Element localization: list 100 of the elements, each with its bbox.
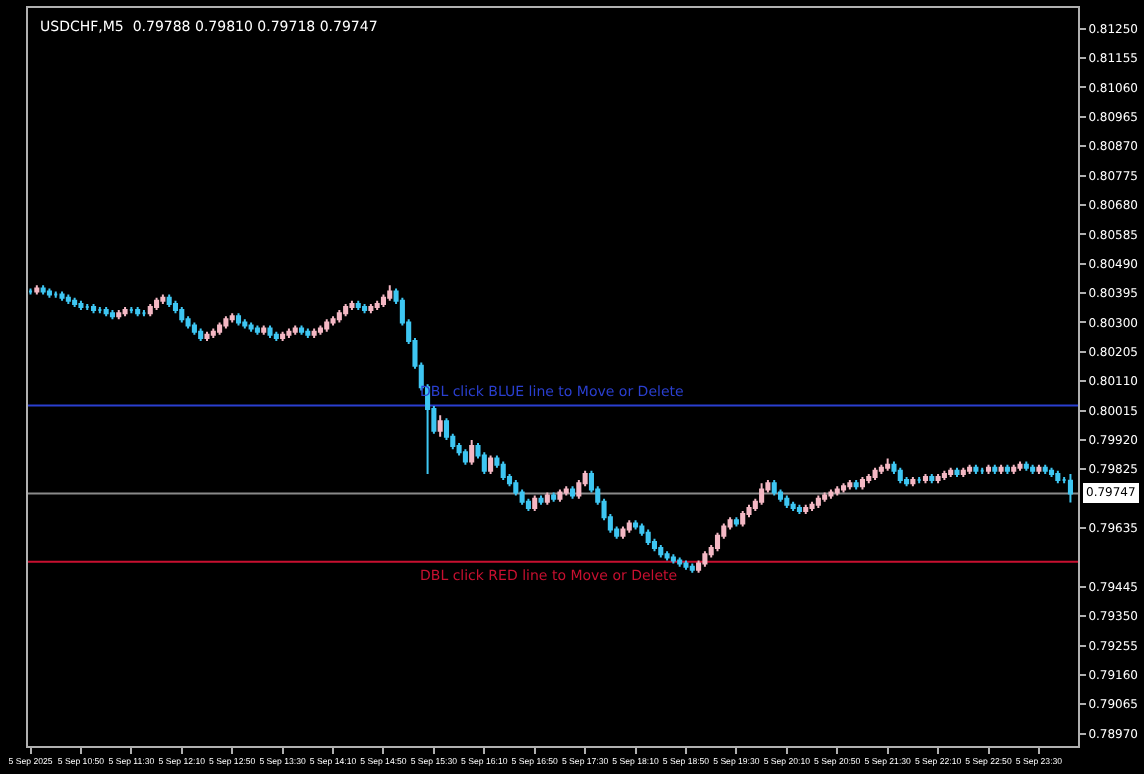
candlestick (544, 491, 550, 506)
candlestick (261, 324, 267, 336)
candlestick (78, 299, 84, 312)
candlestick (154, 296, 160, 312)
candlestick (223, 315, 229, 330)
candlestick (664, 550, 670, 562)
candlestick (998, 463, 1004, 475)
candlestick (305, 327, 311, 339)
candlestick (1042, 463, 1048, 475)
candlestick (803, 503, 809, 516)
candlestick (311, 327, 317, 339)
candlestick (336, 309, 342, 324)
candlestick (954, 466, 960, 479)
candlestick (456, 442, 462, 457)
candlestick (809, 500, 815, 513)
candlestick (897, 466, 903, 485)
candlestick (103, 305, 109, 318)
candlestick (973, 463, 979, 475)
candlestick (1048, 466, 1055, 479)
candlestick (841, 482, 847, 494)
candlestick (437, 414, 443, 438)
candlestick (948, 466, 954, 479)
candlestick (538, 494, 544, 506)
candlestick (633, 519, 639, 531)
candlestick (34, 284, 40, 296)
candlestick (355, 299, 361, 312)
candlestick (481, 451, 487, 475)
candlestick (557, 488, 563, 503)
candlestick (229, 312, 235, 324)
candlestick (166, 293, 172, 308)
candlestick (771, 479, 777, 497)
candlestick (469, 438, 475, 466)
candlestick (65, 293, 71, 305)
candlestick (714, 531, 721, 553)
candlestick (570, 485, 576, 500)
candlestick (488, 454, 494, 475)
candlestick (658, 544, 664, 559)
candlestick (532, 494, 538, 513)
candlestick (740, 510, 746, 528)
candlestick (349, 299, 355, 312)
candlestick (387, 284, 393, 302)
candlestick (620, 525, 626, 540)
candlestick (696, 559, 702, 574)
candlestick (784, 494, 790, 509)
candlestick (172, 299, 179, 315)
candlestick (286, 327, 292, 339)
candlestick (1055, 469, 1061, 485)
candlestick (935, 472, 941, 485)
candlestick (727, 516, 733, 531)
candlestick (639, 522, 645, 537)
candlestick (733, 516, 739, 528)
candlestick (368, 302, 374, 315)
candlestick (967, 463, 973, 475)
candlestick (941, 469, 947, 482)
candlestick (135, 305, 141, 318)
candlestick (59, 290, 65, 302)
candlestick (689, 562, 695, 574)
candlestick (443, 417, 450, 441)
candlestick (185, 315, 191, 330)
candlestick (160, 293, 166, 305)
candlestick (513, 479, 519, 497)
candlestick (292, 324, 298, 336)
candlestick (872, 466, 878, 482)
candlestick (759, 482, 765, 506)
candlestick (626, 519, 632, 534)
candlestick (563, 485, 569, 497)
candlestick (204, 330, 210, 342)
candlestick (677, 556, 683, 568)
candlestick (374, 299, 380, 312)
candlestick (317, 324, 323, 336)
candlestick (72, 296, 78, 308)
candlestick (796, 503, 802, 516)
candlestick (191, 321, 197, 336)
candlestick (960, 466, 966, 479)
candlestick (254, 324, 260, 336)
candlestick (280, 330, 286, 342)
candlestick (790, 500, 796, 513)
candlestick (298, 324, 305, 336)
candlestick (235, 312, 242, 327)
candlestick (702, 550, 708, 568)
candlestick (273, 330, 279, 342)
candlestick (500, 460, 506, 482)
candlestick (1030, 463, 1036, 475)
candlestick (210, 327, 216, 339)
candlestick (1004, 463, 1010, 475)
candlestick (929, 472, 935, 485)
candlestick (324, 318, 330, 333)
candlestick (380, 293, 386, 308)
candlestick (834, 485, 840, 497)
candlestick (904, 476, 910, 488)
candlestick (343, 302, 349, 318)
candlestick (683, 559, 689, 571)
candlestick (985, 463, 992, 475)
candlestick (651, 537, 658, 553)
candlestick (910, 476, 916, 488)
candlestick (217, 321, 223, 336)
candlestick (992, 463, 998, 475)
candlestick (462, 448, 468, 466)
candlestick (248, 321, 254, 333)
candlestick (828, 488, 834, 500)
